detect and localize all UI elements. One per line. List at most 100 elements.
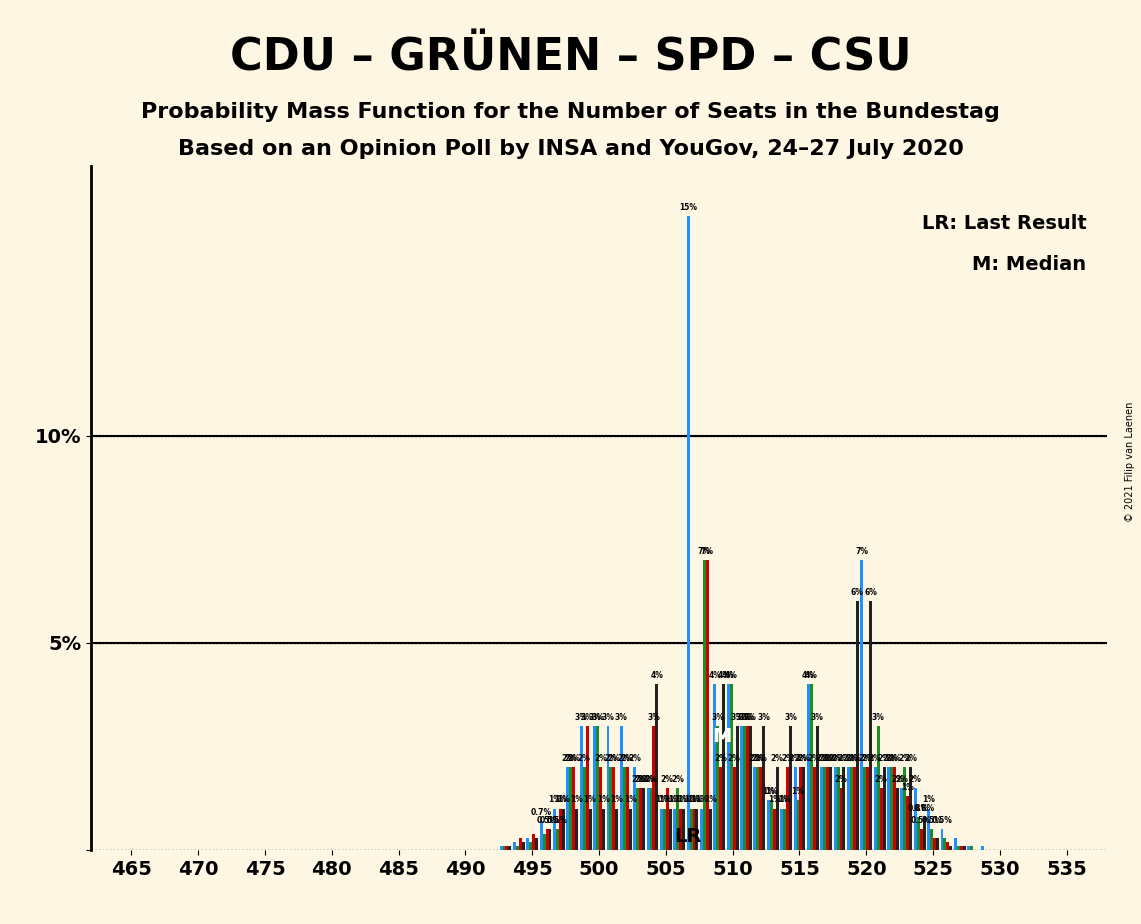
Bar xyxy=(786,767,790,850)
Text: 3%: 3% xyxy=(741,712,754,722)
Bar xyxy=(850,767,852,850)
Text: 2%: 2% xyxy=(728,754,741,763)
Bar xyxy=(585,725,589,850)
Text: 4%: 4% xyxy=(709,671,721,680)
Text: 2%: 2% xyxy=(888,754,901,763)
Bar xyxy=(783,808,786,850)
Bar xyxy=(923,817,925,850)
Bar xyxy=(936,838,939,850)
Text: 4%: 4% xyxy=(718,671,730,680)
Bar xyxy=(609,767,613,850)
Text: 2%: 2% xyxy=(837,754,850,763)
Text: 0.7%: 0.7% xyxy=(531,808,552,817)
Bar xyxy=(796,800,800,850)
Bar xyxy=(882,767,885,850)
Text: 2%: 2% xyxy=(818,754,831,763)
Bar xyxy=(830,767,832,850)
Bar xyxy=(505,846,509,850)
Text: Probability Mass Function for the Number of Seats in the Bundestag: Probability Mass Function for the Number… xyxy=(141,102,1000,122)
Text: 2%: 2% xyxy=(816,754,828,763)
Text: Based on an Opinion Poll by INSA and YouGov, 24–27 July 2020: Based on an Opinion Poll by INSA and You… xyxy=(178,139,963,159)
Bar xyxy=(810,685,812,850)
Bar xyxy=(623,767,625,850)
Text: 2%: 2% xyxy=(645,775,657,784)
Bar xyxy=(696,808,698,850)
Bar xyxy=(920,830,923,850)
Bar xyxy=(526,838,529,850)
Bar xyxy=(866,767,869,850)
Bar xyxy=(682,808,685,850)
Text: 2%: 2% xyxy=(607,754,621,763)
Bar xyxy=(753,767,756,850)
Text: 2%: 2% xyxy=(594,754,607,763)
Text: 4%: 4% xyxy=(650,671,663,680)
Text: 2%: 2% xyxy=(877,754,890,763)
Bar xyxy=(826,767,830,850)
Bar xyxy=(900,788,904,850)
Bar xyxy=(890,767,893,850)
Bar xyxy=(607,725,609,850)
Text: 1%: 1% xyxy=(690,796,703,805)
Text: 2%: 2% xyxy=(858,754,872,763)
Bar xyxy=(663,808,666,850)
Text: 2%: 2% xyxy=(834,775,848,784)
Text: 1%: 1% xyxy=(792,787,804,796)
Bar xyxy=(880,788,882,850)
Bar xyxy=(767,800,770,850)
Text: 2%: 2% xyxy=(822,754,834,763)
Text: 3%: 3% xyxy=(735,712,748,722)
Text: 1%: 1% xyxy=(677,796,690,805)
Bar xyxy=(719,767,722,850)
Bar xyxy=(954,838,957,850)
Bar xyxy=(970,846,973,850)
Bar xyxy=(629,808,632,850)
Bar xyxy=(914,788,916,850)
Text: 1%: 1% xyxy=(655,796,667,805)
Bar xyxy=(625,767,629,850)
Bar xyxy=(532,833,535,850)
Bar xyxy=(860,560,864,850)
Text: 2%: 2% xyxy=(605,754,617,763)
Text: 2%: 2% xyxy=(567,754,581,763)
Text: 2%: 2% xyxy=(631,775,644,784)
Bar xyxy=(561,808,565,850)
Text: 2%: 2% xyxy=(848,754,860,763)
Bar xyxy=(677,788,679,850)
Bar xyxy=(949,846,953,850)
Bar xyxy=(666,788,669,850)
Text: 1%: 1% xyxy=(922,796,936,805)
Bar xyxy=(596,725,599,850)
Bar xyxy=(642,788,645,850)
Text: 1%: 1% xyxy=(768,796,780,805)
Text: 0.5%: 0.5% xyxy=(921,816,942,825)
Bar xyxy=(736,725,738,850)
Bar xyxy=(853,767,856,850)
Bar xyxy=(800,767,802,850)
Bar xyxy=(516,846,519,850)
Text: 2%: 2% xyxy=(891,775,904,784)
Text: 2%: 2% xyxy=(896,775,908,784)
Bar xyxy=(655,685,658,850)
Bar xyxy=(637,788,639,850)
Text: 2%: 2% xyxy=(637,775,650,784)
Bar xyxy=(776,767,778,850)
Text: 0.5%: 0.5% xyxy=(540,816,560,825)
Text: 2%: 2% xyxy=(752,754,764,763)
Bar xyxy=(842,767,845,850)
Text: 2%: 2% xyxy=(898,754,912,763)
Text: 2%: 2% xyxy=(828,754,842,763)
Text: 3%: 3% xyxy=(872,712,884,722)
Bar xyxy=(807,685,810,850)
Bar xyxy=(746,725,748,850)
Bar xyxy=(874,767,876,850)
Text: 2%: 2% xyxy=(832,754,844,763)
Bar xyxy=(615,808,618,850)
Text: 7%: 7% xyxy=(701,547,714,556)
Text: 1%: 1% xyxy=(557,796,569,805)
Text: 0.5%: 0.5% xyxy=(911,816,931,825)
Bar xyxy=(659,808,663,850)
Bar xyxy=(575,808,578,850)
Text: 2%: 2% xyxy=(788,754,801,763)
Bar xyxy=(741,725,743,850)
Bar xyxy=(599,767,602,850)
